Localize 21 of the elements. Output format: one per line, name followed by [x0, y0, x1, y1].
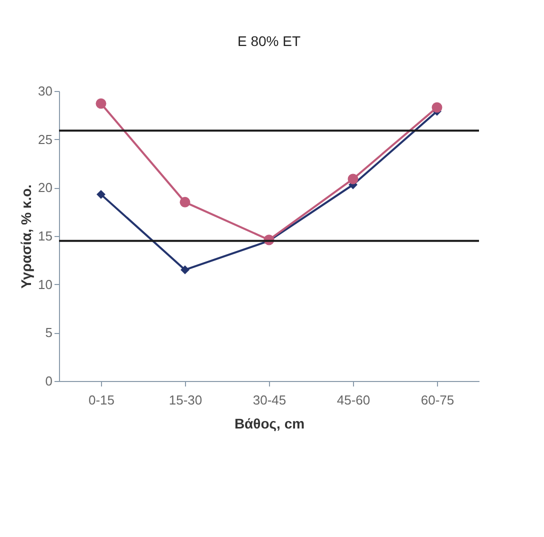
- point: [180, 196, 190, 208]
- y-axis-title: Υγρασία, % κ.ο.: [18, 184, 34, 289]
- x-tick-label: 0-15: [88, 392, 115, 408]
- y-tick-label: 15: [38, 228, 52, 244]
- point: [432, 102, 442, 113]
- y-tick-label: 25: [38, 132, 52, 147]
- point: [96, 190, 106, 199]
- x-tick-label: 30-45: [252, 392, 286, 408]
- y-tick-label: 5: [45, 325, 52, 340]
- point: [180, 265, 190, 274]
- x-tick-label: 15-30: [168, 392, 202, 408]
- y-tick-label: 10: [38, 276, 52, 292]
- x-tick-label: 45-60: [336, 392, 370, 408]
- chart-title: E 80% ET: [237, 33, 301, 49]
- x-tick-label: 60-75: [420, 392, 454, 408]
- y-tick-label: 20: [38, 180, 52, 196]
- point: [96, 98, 106, 109]
- x-axis-title: Βάθος, cm: [234, 416, 305, 432]
- point: [348, 174, 358, 184]
- y-tick-label: 0: [45, 374, 52, 388]
- y-tick-label: 30: [38, 84, 52, 98]
